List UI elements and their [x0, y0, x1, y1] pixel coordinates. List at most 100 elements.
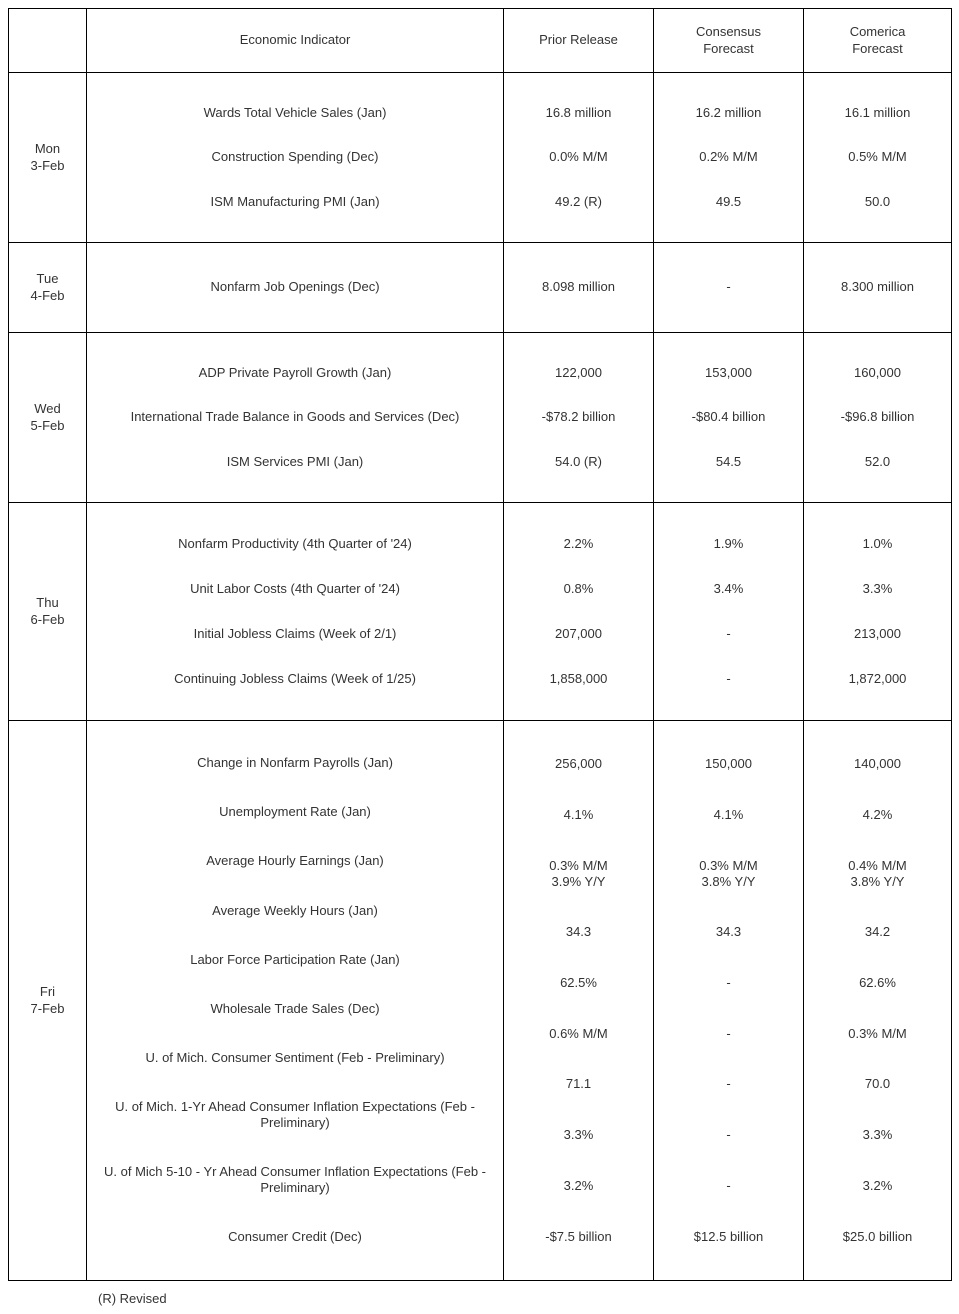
- consensus-forecast-cell-value: 34.3: [662, 920, 795, 944]
- day-label: Mon3-Feb: [9, 73, 87, 243]
- indicator-cell-value: Continuing Jobless Claims (Week of 1/25): [95, 667, 495, 691]
- indicator-cell-value: ISM Manufacturing PMI (Jan): [95, 190, 495, 214]
- prior-release-cell-value: 0.8%: [512, 577, 645, 601]
- consensus-forecast-cell-value: 1.9%: [662, 532, 795, 556]
- header-prior: Prior Release: [504, 9, 654, 73]
- prior-release-cell-value: 256,000: [512, 752, 645, 776]
- consensus-forecast-cell-value: 3.4%: [662, 577, 795, 601]
- indicator-cell-value: Nonfarm Productivity (4th Quarter of '24…: [95, 532, 495, 556]
- comerica-forecast-cell-value: 0.3% M/M: [812, 1022, 943, 1046]
- comerica-forecast-cell-value: 3.2%: [812, 1174, 943, 1198]
- prior-release-cell-value: 122,000: [512, 361, 645, 385]
- indicator-cell-value: U. of Mich. Consumer Sentiment (Feb - Pr…: [95, 1046, 495, 1070]
- indicator-cell-value: Average Weekly Hours (Jan): [95, 899, 495, 923]
- header-comerica: ComericaForecast: [804, 9, 952, 73]
- indicator-cell-value: Unit Labor Costs (4th Quarter of '24): [95, 577, 495, 601]
- comerica-forecast-cell-value: 160,000: [812, 361, 943, 385]
- prior-release-cell-value: 2.2%: [512, 532, 645, 556]
- prior-release-cell-value: 0.0% M/M: [512, 145, 645, 169]
- indicator-cell-value: Consumer Credit (Dec): [95, 1225, 495, 1249]
- indicator-cell: ADP Private Payroll Growth (Jan) Internat…: [87, 333, 504, 503]
- comerica-forecast-cell-value: 62.6%: [812, 971, 943, 995]
- comerica-forecast-cell-value: 1,872,000: [812, 667, 943, 691]
- indicator-cell-value: Wholesale Trade Sales (Dec): [95, 997, 495, 1021]
- prior-release-cell-value: 3.2%: [512, 1174, 645, 1198]
- prior-release-cell-value: 0.6% M/M: [512, 1022, 645, 1046]
- indicator-cell-value: ADP Private Payroll Growth (Jan): [95, 361, 495, 385]
- prior-release-cell-value: 54.0 (R): [512, 450, 645, 474]
- prior-release-cell-value: 8.098 million: [512, 275, 645, 299]
- prior-release-cell: 16.8 million0.0% M/M49.2 (R): [504, 73, 654, 243]
- consensus-forecast-cell-value: -: [662, 622, 795, 646]
- consensus-forecast-cell-value: -: [662, 1174, 795, 1198]
- consensus-forecast-cell-value: $12.5 billion: [662, 1225, 795, 1249]
- day-row: Fri7-Feb Change in Nonfarm Payrolls (Jan)…: [9, 721, 952, 1281]
- prior-release-cell-value: 207,000: [512, 622, 645, 646]
- consensus-forecast-cell-value: 153,000: [662, 361, 795, 385]
- comerica-forecast-cell-value: 140,000: [812, 752, 943, 776]
- header-row: Economic Indicator Prior Release Consens…: [9, 9, 952, 73]
- header-indicator: Economic Indicator: [87, 9, 504, 73]
- day-label: Thu6-Feb: [9, 503, 87, 721]
- consensus-forecast-cell-value: 150,000: [662, 752, 795, 776]
- prior-release-cell-value: -$78.2 billion: [512, 405, 645, 429]
- comerica-forecast-cell: 160,000 -$96.8 billion 52.0: [804, 333, 952, 503]
- prior-release-cell-value: 0.3% M/M3.9% Y/Y: [512, 854, 645, 895]
- indicator-cell-value: Wards Total Vehicle Sales (Jan): [95, 101, 495, 125]
- consensus-forecast-cell-value: -$80.4 billion: [662, 405, 795, 429]
- comerica-forecast-cell-value: -$96.8 billion: [812, 405, 943, 429]
- consensus-forecast-cell: 150,0004.1%0.3% M/M3.8% Y/Y34.3-----$12.…: [654, 721, 804, 1281]
- footnote-revised: (R) Revised: [8, 1281, 951, 1306]
- consensus-forecast-cell-value: 0.3% M/M3.8% Y/Y: [662, 854, 795, 895]
- consensus-forecast-cell-value: -: [662, 275, 795, 299]
- prior-release-cell: 2.2% 0.8% 207,000 1,858,000: [504, 503, 654, 721]
- consensus-forecast-cell-value: -: [662, 667, 795, 691]
- indicator-cell-value: Nonfarm Job Openings (Dec): [95, 275, 495, 299]
- comerica-forecast-cell-value: 52.0: [812, 450, 943, 474]
- consensus-forecast-cell: -: [654, 243, 804, 333]
- comerica-forecast-cell-value: 0.4% M/M3.8% Y/Y: [812, 854, 943, 895]
- indicator-cell-value: Labor Force Participation Rate (Jan): [95, 948, 495, 972]
- indicator-cell-value: Average Hourly Earnings (Jan): [95, 849, 495, 873]
- indicator-cell-value: U. of Mich. 1-Yr Ahead Consumer Inflatio…: [95, 1095, 495, 1136]
- comerica-forecast-cell-value: 34.2: [812, 920, 943, 944]
- day-label: Wed5-Feb: [9, 333, 87, 503]
- prior-release-cell-value: 71.1: [512, 1072, 645, 1096]
- consensus-forecast-cell-value: -: [662, 1022, 795, 1046]
- prior-release-cell-value: -$7.5 billion: [512, 1225, 645, 1249]
- prior-release-cell: 256,0004.1%0.3% M/M3.9% Y/Y34.362.5%0.6%…: [504, 721, 654, 1281]
- day-row: Mon3-Feb Wards Total Vehicle Sales (Jan) C…: [9, 73, 952, 243]
- economic-calendar-table: Economic Indicator Prior Release Consens…: [8, 8, 952, 1281]
- comerica-forecast-cell-value: 8.300 million: [812, 275, 943, 299]
- prior-release-cell-value: 3.3%: [512, 1123, 645, 1147]
- calendar-body: Mon3-Feb Wards Total Vehicle Sales (Jan) C…: [9, 73, 952, 1281]
- comerica-forecast-cell-value: $25.0 billion: [812, 1225, 943, 1249]
- indicator-cell-value: Change in Nonfarm Payrolls (Jan): [95, 751, 495, 775]
- prior-release-cell-value: 62.5%: [512, 971, 645, 995]
- consensus-forecast-cell-value: 54.5: [662, 450, 795, 474]
- day-label: Fri7-Feb: [9, 721, 87, 1281]
- prior-release-cell-value: 49.2 (R): [512, 190, 645, 214]
- day-row: Thu6-Feb Nonfarm Productivity (4th Quarte…: [9, 503, 952, 721]
- comerica-forecast-cell: 140,0004.2%0.4% M/M3.8% Y/Y34.262.6%0.3%…: [804, 721, 952, 1281]
- indicator-cell-value: ISM Services PMI (Jan): [95, 450, 495, 474]
- consensus-forecast-cell-value: 16.2 million: [662, 101, 795, 125]
- day-row: Tue4-FebNonfarm Job Openings (Dec)8.098 …: [9, 243, 952, 333]
- comerica-forecast-cell-value: 16.1 million: [812, 101, 943, 125]
- indicator-cell-value: Construction Spending (Dec): [95, 145, 495, 169]
- indicator-cell-value: U. of Mich 5-10 - Yr Ahead Consumer Infl…: [95, 1160, 495, 1201]
- comerica-forecast-cell-value: 0.5% M/M: [812, 145, 943, 169]
- comerica-forecast-cell-value: 3.3%: [812, 577, 943, 601]
- prior-release-cell-value: 1,858,000: [512, 667, 645, 691]
- consensus-forecast-cell-value: -: [662, 1072, 795, 1096]
- comerica-forecast-cell-value: 3.3%: [812, 1123, 943, 1147]
- consensus-forecast-cell-value: 49.5: [662, 190, 795, 214]
- consensus-forecast-cell-value: 0.2% M/M: [662, 145, 795, 169]
- comerica-forecast-cell: 1.0%3.3%213,0001,872,000: [804, 503, 952, 721]
- header-consensus: ConsensusForecast: [654, 9, 804, 73]
- day-row: Wed5-FebADP Private Payroll Growth (Jan)…: [9, 333, 952, 503]
- indicator-cell-value: Initial Jobless Claims (Week of 2/1): [95, 622, 495, 646]
- prior-release-cell-value: 34.3: [512, 920, 645, 944]
- indicator-cell-value: International Trade Balance in Goods and…: [95, 405, 495, 429]
- comerica-forecast-cell-value: 70.0: [812, 1072, 943, 1096]
